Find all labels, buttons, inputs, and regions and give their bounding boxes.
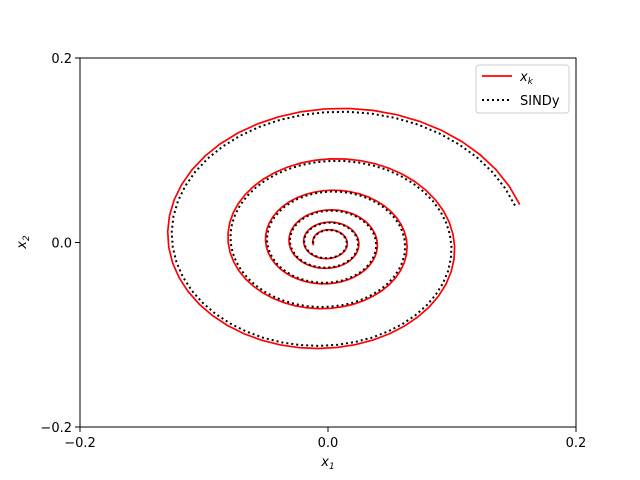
y-tick-label: 0.0 [51,237,72,252]
x-tick-label: −0.2 [64,436,96,451]
legend-label-sindy: SINDy [520,94,560,109]
x-tick-label: 0.2 [566,436,587,451]
legend-box [475,64,570,114]
plot-area [79,57,577,428]
y-tick-label: 0.2 [51,52,72,67]
legend: xk SINDy [475,64,570,114]
y-axis-label: x2 [15,235,32,250]
series-layer [166,107,521,350]
legend-label-xk: xk [519,70,534,87]
tick-layer: −0.2 0.0 0.2 −0.2 0.0 0.2 [40,52,586,451]
series-line-sindy [170,110,516,347]
x-axis-label: x1 [320,455,334,472]
y-tick-label: −0.2 [40,421,72,436]
x-tick-label: 0.0 [318,436,339,451]
